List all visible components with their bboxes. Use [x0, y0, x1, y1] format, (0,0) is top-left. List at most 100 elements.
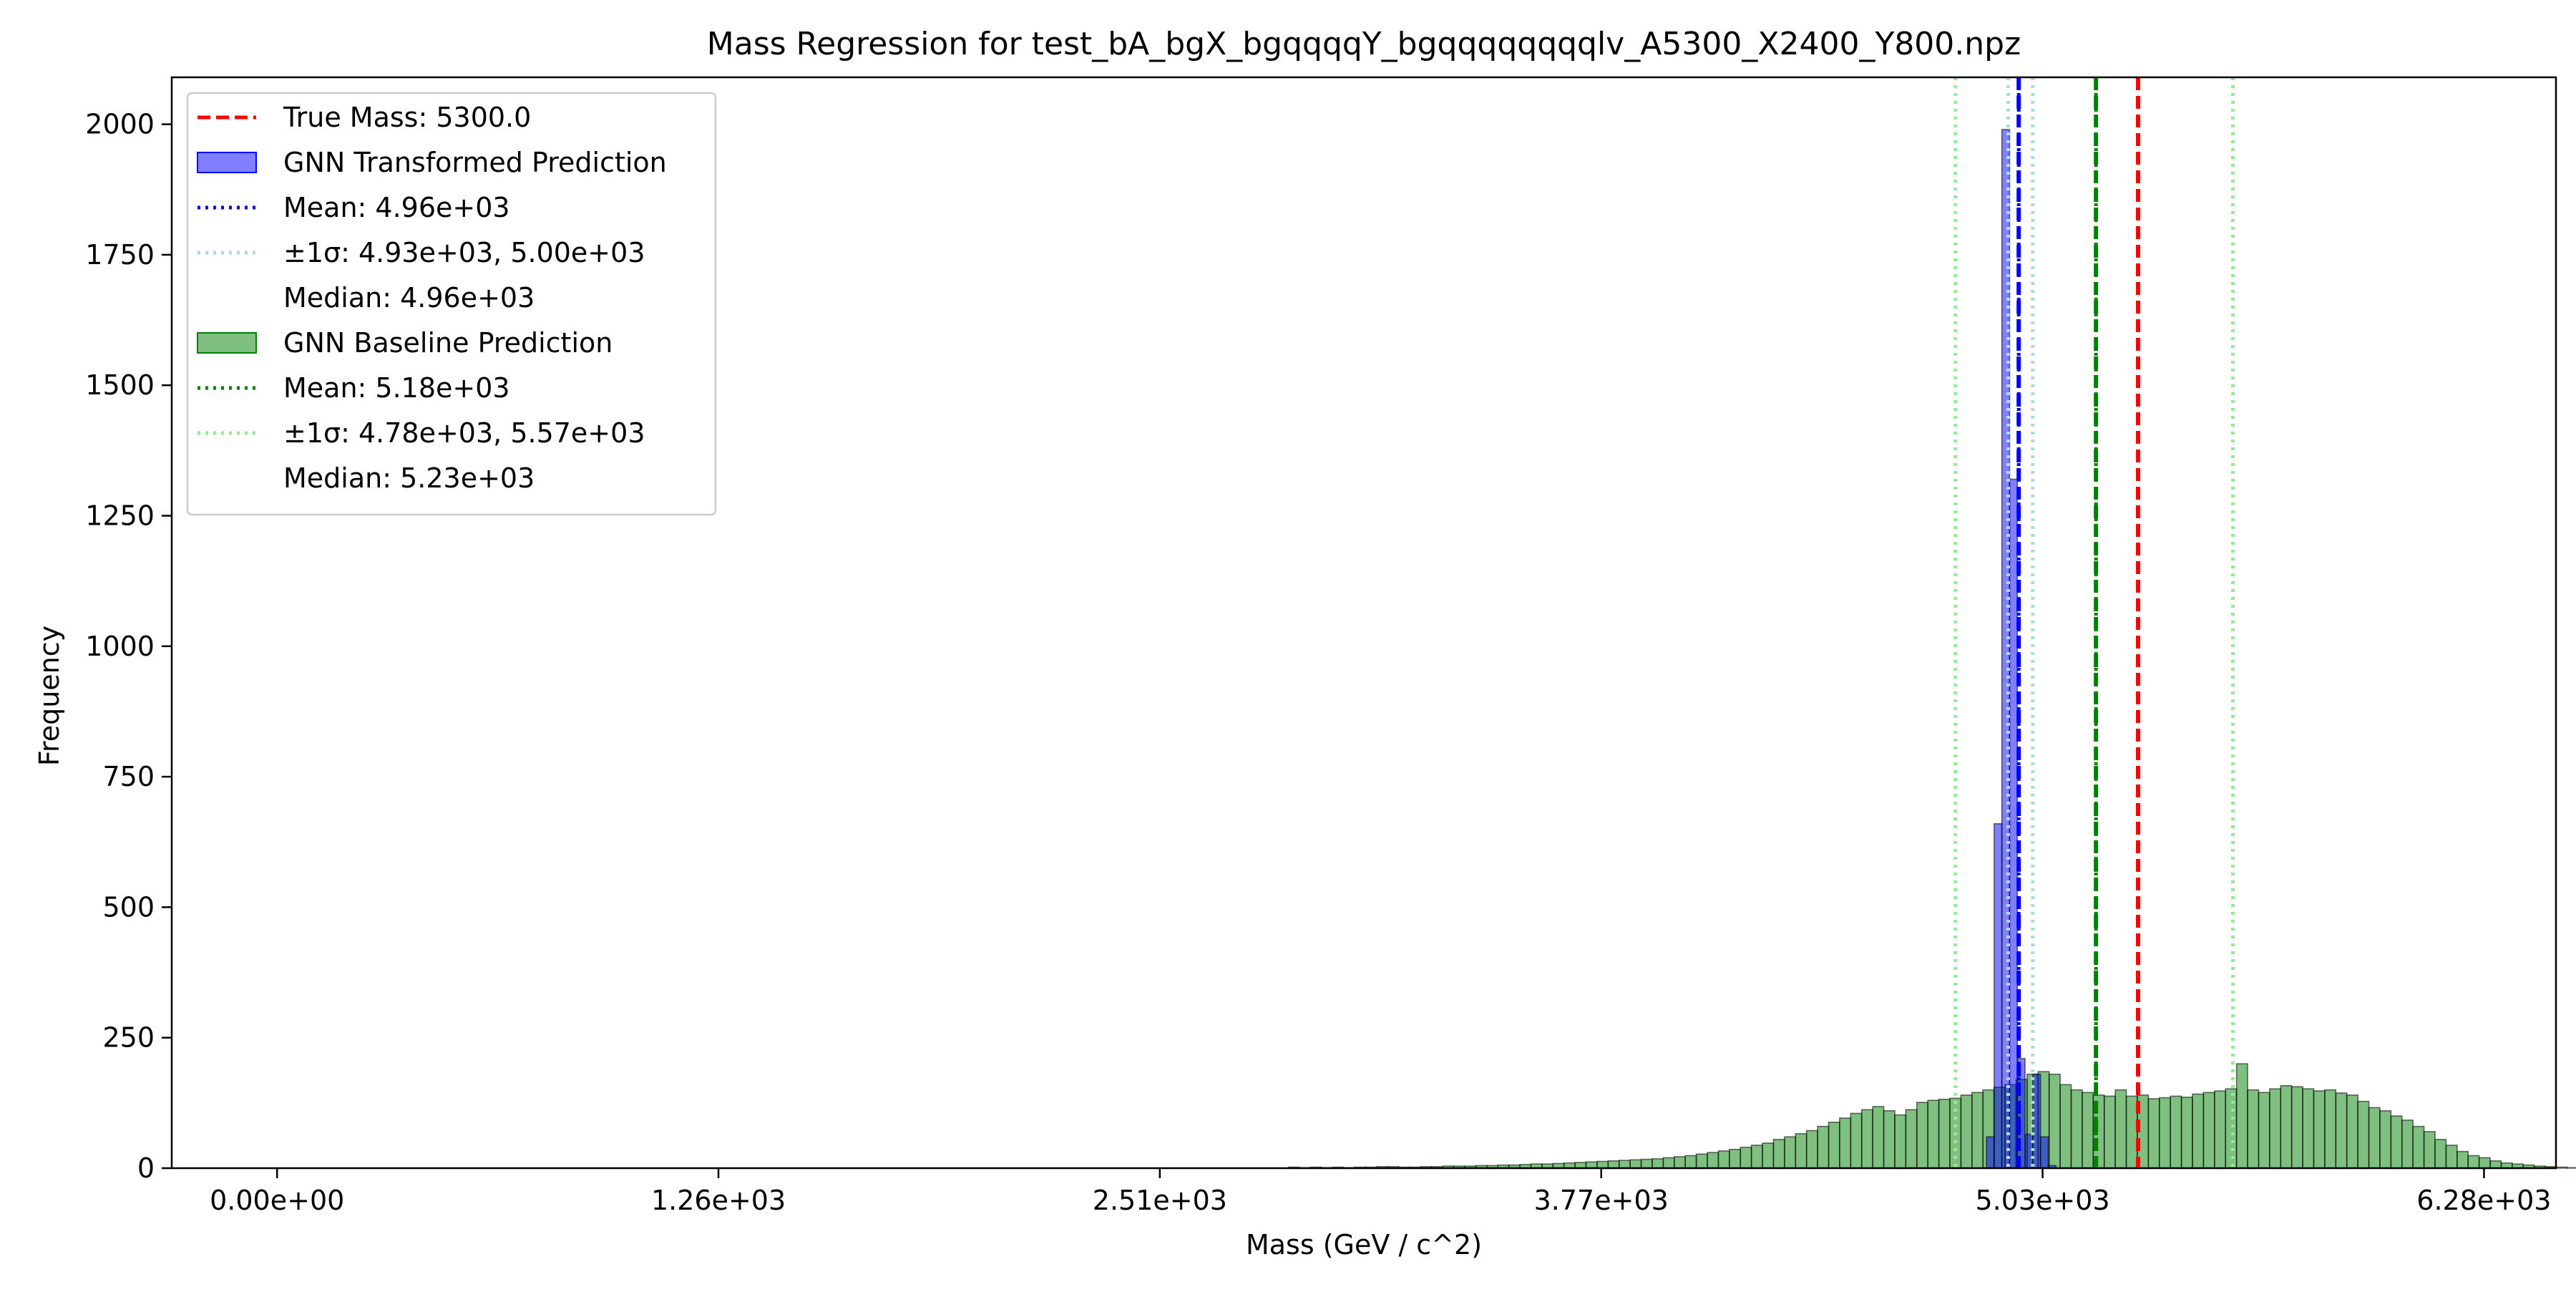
baseline-bar-34 — [1662, 1157, 1675, 1169]
baseline-bar-90 — [2280, 1084, 2293, 1169]
baseline-bar-105 — [2445, 1145, 2458, 1169]
x-axis-ticks: 0.00e+00 1.26e+03 2.51e+03 3.77e+03 5.03e+03… — [210, 1168, 2551, 1216]
baseline-bar-54 — [1883, 1109, 1896, 1169]
transformed-bar-1 — [1994, 822, 2003, 1169]
baseline-bar-55 — [1894, 1114, 1907, 1169]
baseline-bar-58 — [1927, 1099, 1940, 1169]
x-tick-label-2: 2.51e+03 — [1093, 1185, 1227, 1216]
baseline-bar-53 — [1872, 1106, 1885, 1169]
baseline-bar-80 — [2170, 1095, 2182, 1169]
y-axis-label: Frequency — [34, 626, 65, 766]
transformed-bars — [1986, 129, 2057, 1169]
transformed-bar-5 — [2024, 1133, 2034, 1169]
baseline-bar-39 — [1717, 1150, 1730, 1169]
y-tick-label-6: 1500 — [85, 369, 155, 401]
baseline-bar-52 — [1860, 1109, 1873, 1169]
baseline-bar-107 — [2467, 1155, 2480, 1169]
baseline-bar-48 — [1817, 1125, 1830, 1169]
baseline-bar-93 — [2313, 1090, 2326, 1169]
y-tick-label-5: 1250 — [85, 500, 155, 532]
baseline-bar-115 — [2555, 1166, 2568, 1169]
transformed-bar-6 — [2032, 1073, 2041, 1169]
legend-handle-1 — [197, 152, 257, 173]
baseline-bar-44 — [1772, 1139, 1785, 1169]
baseline-bar-76 — [2125, 1095, 2138, 1169]
x-axis-label: Mass (GeV / c^2) — [1246, 1229, 1482, 1261]
baseline-bar-27 — [1585, 1161, 1598, 1169]
baseline-bar-41 — [1740, 1147, 1752, 1169]
baseline-bar-84 — [2214, 1090, 2227, 1169]
legend-handle-5 — [197, 332, 257, 354]
baseline-bar-91 — [2290, 1086, 2303, 1169]
baseline-bar-75 — [2114, 1089, 2127, 1169]
y-tick-label-0: 0 — [137, 1152, 155, 1184]
baseline-bar-96 — [2346, 1094, 2358, 1169]
legend-label-6: Mean: 5.18e+03 — [283, 372, 510, 404]
chart-title: Mass Regression for test_bA_bgX_bgqqqqY_… — [707, 26, 2021, 62]
baseline-bar-87 — [2247, 1089, 2260, 1169]
legend-label-1: GNN Transformed Prediction — [283, 147, 667, 178]
y-tick-label-1: 250 — [102, 1022, 155, 1054]
baseline-bar-103 — [2423, 1131, 2436, 1169]
legend-label-2: Mean: 4.96e+03 — [283, 192, 510, 223]
baseline-bar-104 — [2434, 1139, 2447, 1169]
baseline-bar-45 — [1784, 1136, 1797, 1169]
baseline-bar-101 — [2401, 1119, 2414, 1169]
baseline-bar-59 — [1938, 1098, 1951, 1169]
baseline-bar-49 — [1828, 1122, 1840, 1169]
baseline-bar-47 — [1805, 1130, 1818, 1169]
x-tick-label-4: 5.03e+03 — [1975, 1185, 2109, 1216]
baseline-bar-42 — [1750, 1145, 1763, 1169]
baseline-bar-94 — [2324, 1089, 2337, 1169]
baseline-bar-100 — [2390, 1115, 2403, 1169]
baseline-bar-85 — [2225, 1088, 2238, 1169]
transformed-bar-2 — [2001, 129, 2011, 1169]
baseline-bar-83 — [2202, 1092, 2215, 1169]
baseline-bar-40 — [1729, 1148, 1742, 1169]
baseline-bar-98 — [2368, 1107, 2381, 1169]
baseline-bar-29 — [1607, 1160, 1620, 1169]
y-tick-label-2: 500 — [102, 891, 155, 923]
baseline-bar-50 — [1839, 1117, 1852, 1169]
baseline-bar-33 — [1652, 1158, 1664, 1169]
baseline-bar-74 — [2103, 1095, 2116, 1169]
baseline-bar-69 — [2048, 1073, 2061, 1169]
baseline-bar-37 — [1695, 1153, 1708, 1169]
baseline-bar-35 — [1673, 1156, 1687, 1169]
baseline-bar-61 — [1960, 1094, 1973, 1169]
baseline-bar-30 — [1618, 1160, 1631, 1169]
axes-frame — [170, 76, 2557, 1170]
baseline-bar-57 — [1916, 1102, 1928, 1169]
transformed-bar-0 — [1986, 1136, 1995, 1169]
transformed-bar-3 — [2009, 478, 2019, 1169]
baseline-bar-72 — [2082, 1092, 2094, 1169]
baseline-bar-116 — [2567, 1167, 2576, 1169]
baseline-bar-70 — [2059, 1084, 2072, 1169]
baseline-bar-43 — [1762, 1142, 1775, 1169]
x-tick-label-1: 1.26e+03 — [651, 1185, 786, 1216]
baseline-bar-56 — [1905, 1109, 1918, 1169]
baseline-bar-92 — [2302, 1088, 2315, 1169]
baseline-bar-38 — [1707, 1152, 1719, 1169]
baseline-bar-102 — [2412, 1125, 2425, 1169]
baseline-bar-81 — [2180, 1097, 2193, 1169]
baseline-bar-36 — [1684, 1155, 1697, 1169]
baseline-bar-106 — [2457, 1150, 2469, 1169]
baseline-bar-62 — [1971, 1092, 1984, 1169]
baseline-bar-109 — [2489, 1160, 2502, 1169]
legend-label-4: Median: 4.96e+03 — [283, 282, 535, 314]
baseline-bar-28 — [1596, 1160, 1609, 1169]
legend-label-7: ±1σ: 4.78e+03, 5.57e+03 — [283, 417, 645, 449]
baseline-bar-71 — [2070, 1089, 2083, 1169]
baseline-bar-46 — [1795, 1133, 1807, 1169]
baseline-bar-89 — [2269, 1088, 2282, 1169]
transformed-bar-7 — [2039, 1136, 2049, 1169]
baseline-bar-78 — [2147, 1098, 2160, 1169]
baseline-bars — [1287, 1063, 2576, 1169]
y-tick-label-8: 2000 — [85, 109, 155, 140]
legend-frame — [186, 92, 717, 516]
legend-label-0: True Mass: 5300.0 — [283, 102, 531, 133]
y-tick-label-3: 750 — [102, 761, 155, 792]
